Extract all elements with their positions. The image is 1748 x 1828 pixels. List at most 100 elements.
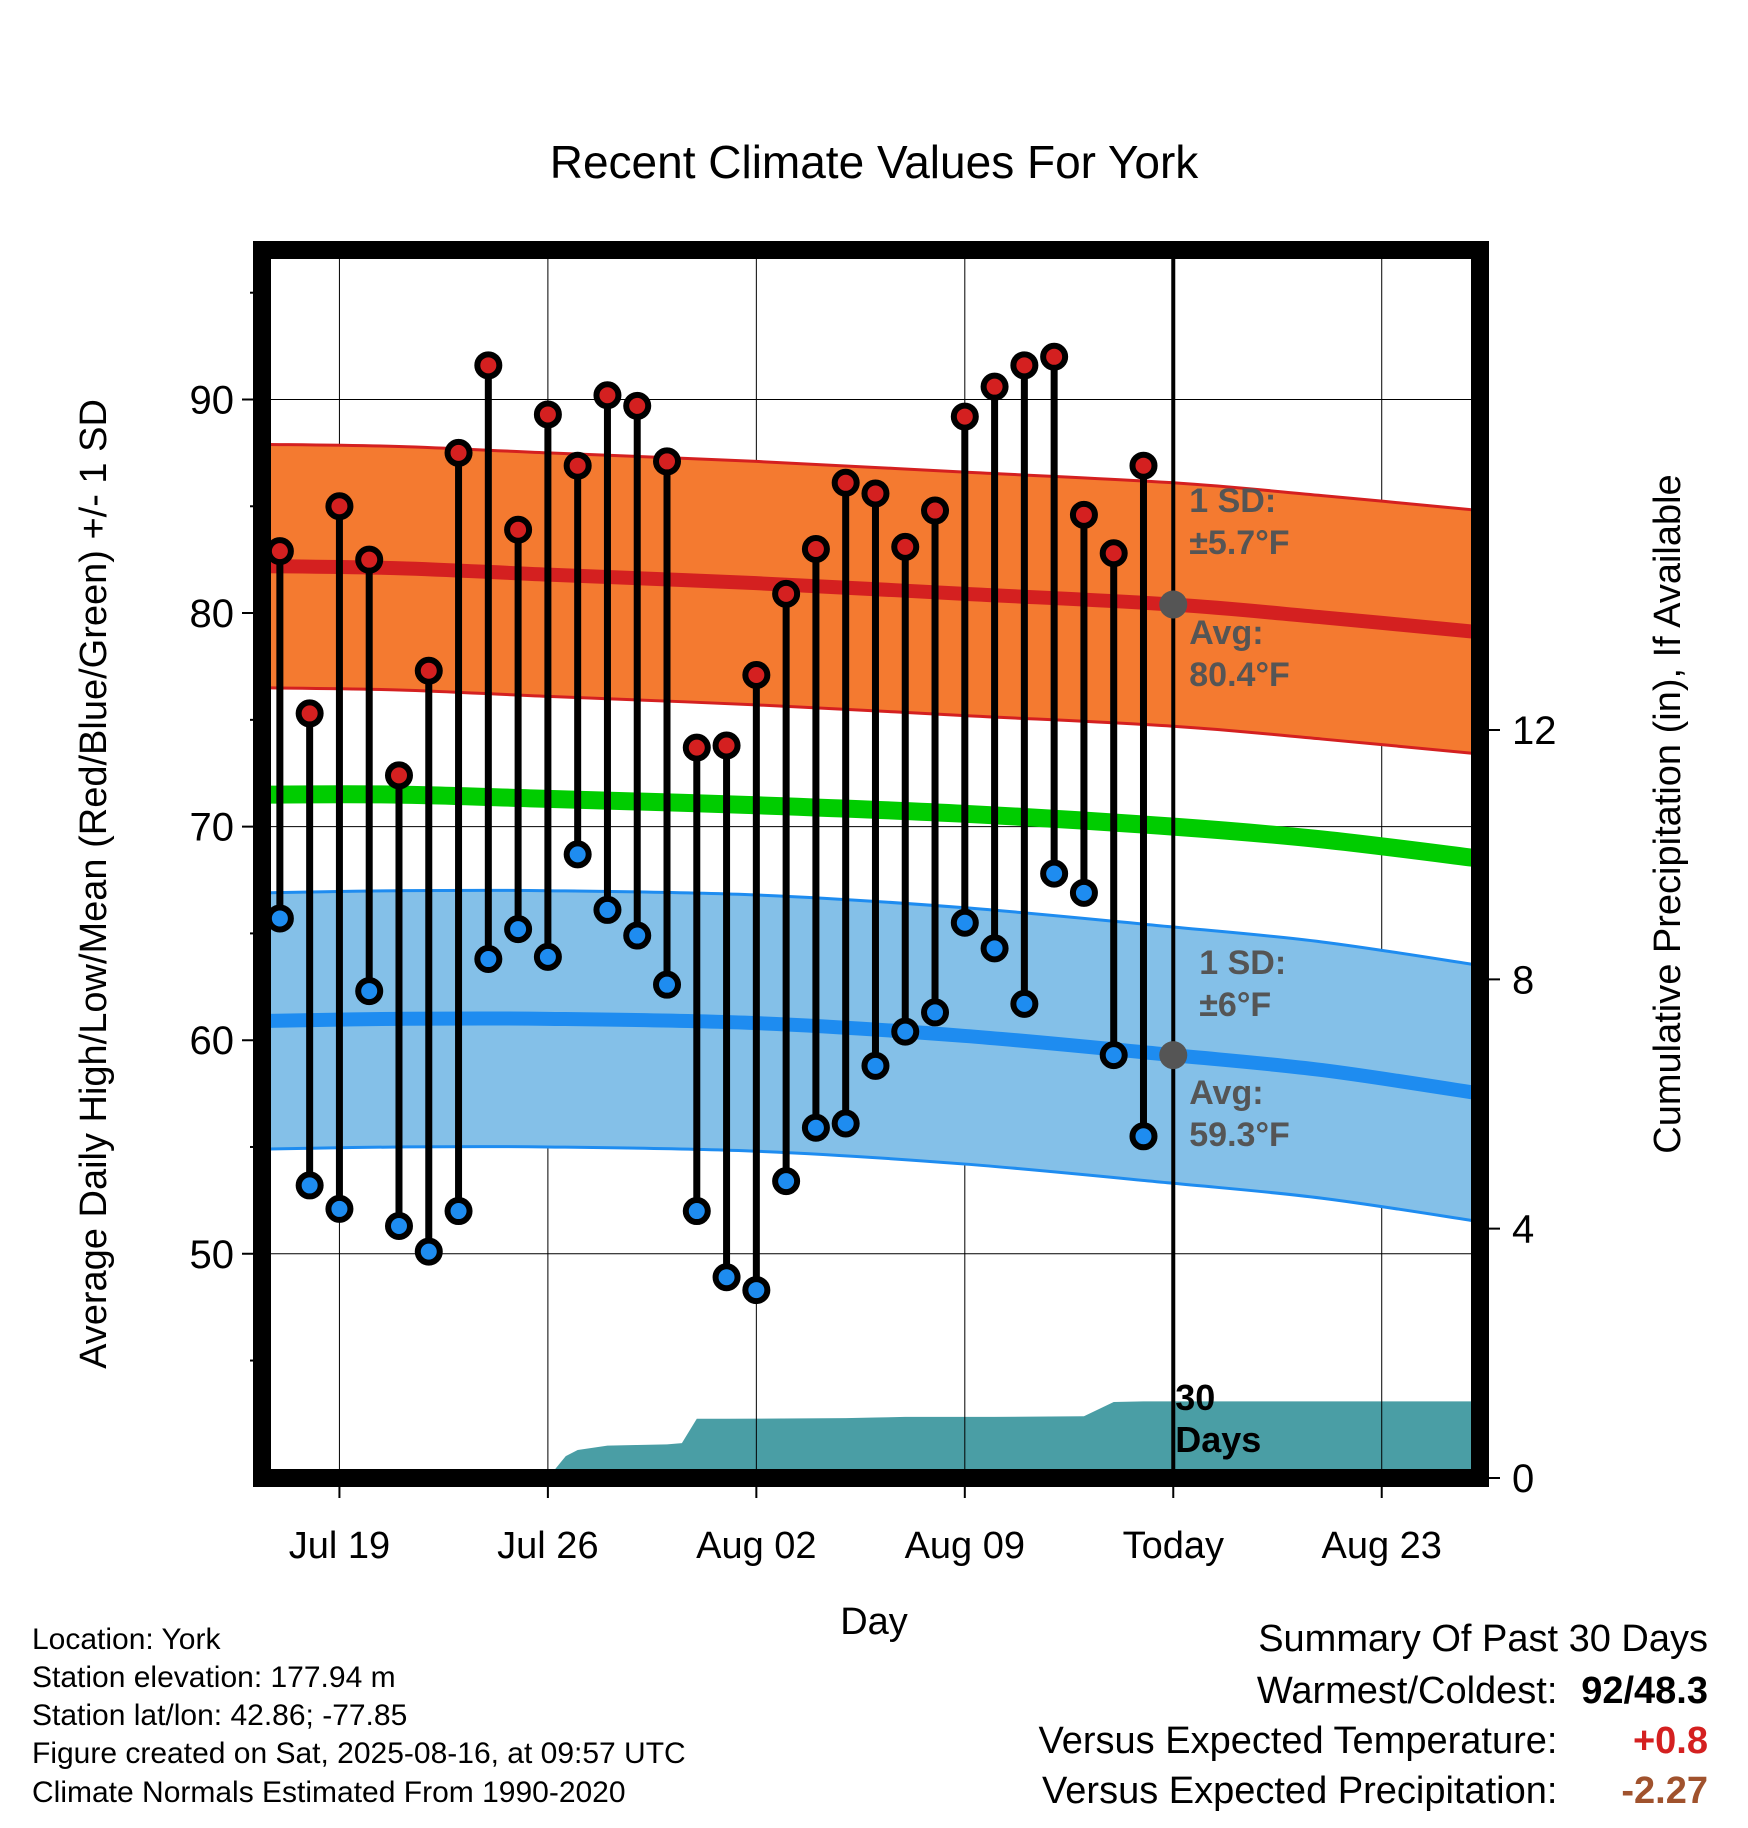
low-point [742,1276,771,1305]
low-point [861,1051,890,1080]
low-point [831,1109,860,1138]
high-point [504,515,533,544]
summary-precip-label: Versus Expected Precipitation: [1042,1770,1558,1812]
latlon-text: Station lat/lon: 42.86; -77.85 [32,1699,408,1732]
low-point [921,998,950,1027]
y-right-tick-label: 0 [1512,1457,1534,1501]
low-point [563,840,592,869]
high-point [414,656,443,685]
low-normal-line [262,1011,1480,1101]
high-normal-line [262,559,1480,640]
high-avg-value: 80.4°F [1189,656,1290,694]
low-point [682,1197,711,1226]
high-point [950,402,979,431]
high-point [563,451,592,480]
plot-area [262,250,1480,1478]
low-point [384,1211,413,1240]
high-point [1010,351,1039,380]
low-point [623,921,652,950]
high-sd-lower-edge [262,686,1480,756]
high-point [355,545,384,574]
summary-precip-value: -2.27 [1621,1770,1708,1812]
low-point [533,942,562,971]
high-point [682,733,711,762]
summary-temp-value: +0.8 [1632,1720,1708,1762]
low-avg-label: Avg: [1189,1074,1263,1112]
elevation-text: Station elevation: 177.94 m [32,1661,396,1694]
high-point [1040,342,1069,371]
low-point [414,1237,443,1266]
high-point [742,660,771,689]
high-sd-upper-edge [262,442,1480,513]
normals-text: Climate Normals Estimated From 1990-2020 [32,1776,626,1809]
x-tick-label: Aug 02 [696,1525,816,1567]
low-point [325,1194,354,1223]
high-point [891,532,920,561]
low-point [712,1263,741,1292]
y-right-axis-label: Cumulative Precipitation (in), If Availa… [1647,474,1689,1153]
high-sd-value: ±5.7°F [1189,524,1289,562]
summary-warmest-label: Warmest/Coldest: [1256,1670,1558,1712]
low-sd-lower-edge [262,1145,1480,1224]
high-point [533,400,562,429]
high-point [444,438,473,467]
low-point [980,934,1009,963]
summary-warmest: Warmest/Coldest: 92/48.3 [1257,1670,1708,1713]
high-point [325,492,354,521]
created-text: Figure created on Sat, 2025-08-16, at 09… [32,1737,686,1770]
high-point [653,447,682,476]
low-avg-value: 59.3°F [1189,1116,1290,1154]
mean-normal-line [262,785,1480,868]
high-point [980,372,1009,401]
low-point [593,895,622,924]
chart-title: Recent Climate Values For York [550,136,1200,188]
y-right-tick-label: 12 [1512,709,1557,753]
high-point [1129,451,1158,480]
low-point [1099,1041,1128,1070]
high-point [623,391,652,420]
high-point [1069,500,1098,529]
low-point [355,977,384,1006]
low-point [504,915,533,944]
low-point [1069,878,1098,907]
high-point [861,479,890,508]
y-tick-label: 70 [190,806,235,850]
y-right-tick-label: 8 [1512,958,1534,1002]
x-axis-label: Day [840,1601,908,1643]
high-point [921,496,950,525]
location-text: Location: York [32,1623,221,1656]
low-point [474,945,503,974]
x-tick-label: Aug 23 [1321,1525,1441,1567]
low-sd-label: 1 SD: [1199,944,1286,982]
low-point [891,1017,920,1046]
low-point [772,1167,801,1196]
days-count-label: Days [1175,1419,1261,1460]
low-point [1129,1122,1158,1151]
low-sd-upper-edge [262,888,1480,967]
high-avg-marker [1159,590,1188,619]
high-point [593,381,622,410]
low-point [950,908,979,937]
high-point [384,761,413,790]
low-point [653,970,682,999]
y-axis-label: Average Daily High/Low/Mean (Red/Blue/Gr… [73,399,115,1369]
high-point [831,468,860,497]
high-point [772,579,801,608]
days-count-number: 30 [1175,1377,1215,1418]
y-tick-label: 60 [190,1019,235,1063]
y-right-tick-label: 4 [1512,1208,1534,1252]
summary-precip: Versus Expected Precipitation: -2.27 [1042,1770,1708,1813]
precipitation-area [262,1401,1480,1478]
x-tick-label: Jul 26 [497,1525,598,1567]
summary-temp: Versus Expected Temperature: +0.8 [1039,1720,1708,1763]
low-point [801,1113,830,1142]
low-point [444,1197,473,1226]
low-point [295,1171,324,1200]
y-tick-label: 80 [190,592,235,636]
high-point [265,537,294,566]
low-point [1040,859,1069,888]
low-point [265,904,294,933]
summary-temp-label: Versus Expected Temperature: [1038,1720,1558,1762]
summary-title: Summary Of Past 30 Days [1258,1618,1708,1660]
high-sd-label: 1 SD: [1189,482,1276,520]
